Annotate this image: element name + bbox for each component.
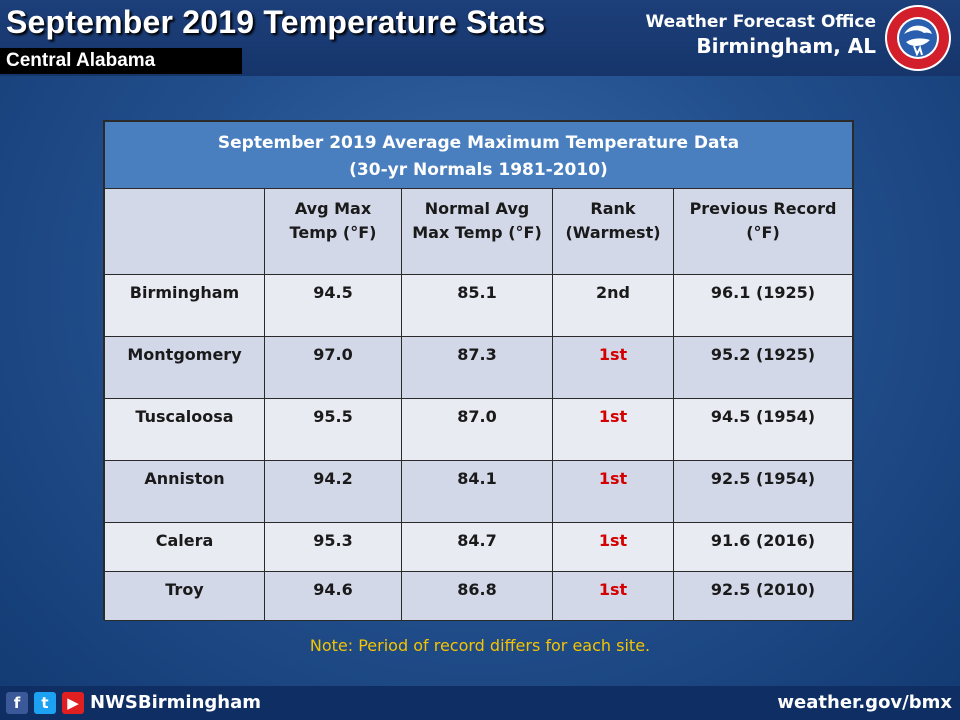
normal-value: 87.0: [401, 398, 553, 461]
avg-max-value: 95.5: [264, 398, 402, 461]
normal-value: 84.7: [401, 522, 553, 572]
site-name: Calera: [104, 522, 265, 572]
avg-max-value: 94.2: [264, 460, 402, 523]
footer-bar: [0, 686, 960, 720]
nws-logo-icon: [885, 5, 951, 71]
table-row: Calera 95.3 84.7 1st 91.6 (2016): [104, 522, 853, 572]
normal-value: 86.8: [401, 571, 553, 621]
column-header-record: Previous Record (°F): [673, 188, 853, 275]
rank-value: 1st: [552, 336, 674, 399]
youtube-icon[interactable]: ▶: [62, 692, 84, 714]
page-title: September 2019 Temperature Stats: [6, 4, 546, 40]
record-note: Note: Period of record differs for each …: [309, 636, 651, 655]
record-value: 92.5 (1954): [673, 460, 853, 523]
table-title-line1: September 2019 Average Maximum Temperatu…: [217, 133, 740, 153]
normal-value: 85.1: [401, 274, 553, 337]
avg-max-value: 94.6: [264, 571, 402, 621]
column-header-avg-max: Avg Max Temp (°F): [264, 188, 402, 275]
site-name: Tuscaloosa: [104, 398, 265, 461]
rank-value: 1st: [552, 522, 674, 572]
table-row: Birmingham 94.5 85.1 2nd 96.1 (1925): [104, 274, 853, 337]
record-value: 92.5 (2010): [673, 571, 853, 621]
normal-value: 87.3: [401, 336, 553, 399]
normal-value: 84.1: [401, 460, 553, 523]
facebook-icon[interactable]: f: [6, 692, 28, 714]
site-name: Troy: [104, 571, 265, 621]
table-title: September 2019 Average Maximum Temperatu…: [104, 121, 853, 189]
avg-max-value: 95.3: [264, 522, 402, 572]
table-row: Montgomery 97.0 87.3 1st 95.2 (1925): [104, 336, 853, 399]
rank-value: 1st: [552, 398, 674, 461]
column-header-rank: Rank (Warmest): [552, 188, 674, 275]
table-row: Troy 94.6 86.8 1st 92.5 (2010): [104, 571, 853, 621]
record-value: 96.1 (1925): [673, 274, 853, 337]
table-title-line2: (30-yr Normals 1981-2010): [349, 160, 608, 180]
avg-max-value: 97.0: [264, 336, 402, 399]
rank-value: 2nd: [552, 274, 674, 337]
rank-value: 1st: [552, 571, 674, 621]
site-name: Montgomery: [104, 336, 265, 399]
column-header-normal: Normal Avg Max Temp (°F): [401, 188, 553, 275]
rank-value: 1st: [552, 460, 674, 523]
website-link[interactable]: weather.gov/bmx: [777, 692, 952, 713]
office-location: Birmingham, AL: [696, 34, 876, 58]
table-row: Tuscaloosa 95.5 87.0 1st 94.5 (1954): [104, 398, 853, 461]
page-subtitle: Central Alabama: [6, 50, 156, 71]
social-handle[interactable]: NWSBirmingham: [90, 692, 261, 713]
record-value: 91.6 (2016): [673, 522, 853, 572]
site-name: Anniston: [104, 460, 265, 523]
site-name: Birmingham: [104, 274, 265, 337]
temperature-table: September 2019 Average Maximum Temperatu…: [103, 120, 854, 621]
twitter-icon[interactable]: t: [34, 692, 56, 714]
table-row: Anniston 94.2 84.1 1st 92.5 (1954): [104, 460, 853, 523]
subtitle-bar: [0, 48, 242, 74]
record-value: 95.2 (1925): [673, 336, 853, 399]
table-header-row: Avg Max Temp (°F) Normal Avg Max Temp (°F)…: [104, 188, 853, 275]
office-name: Weather Forecast Office: [645, 12, 876, 32]
column-header-site: [104, 188, 265, 275]
record-value: 94.5 (1954): [673, 398, 853, 461]
avg-max-value: 94.5: [264, 274, 402, 337]
